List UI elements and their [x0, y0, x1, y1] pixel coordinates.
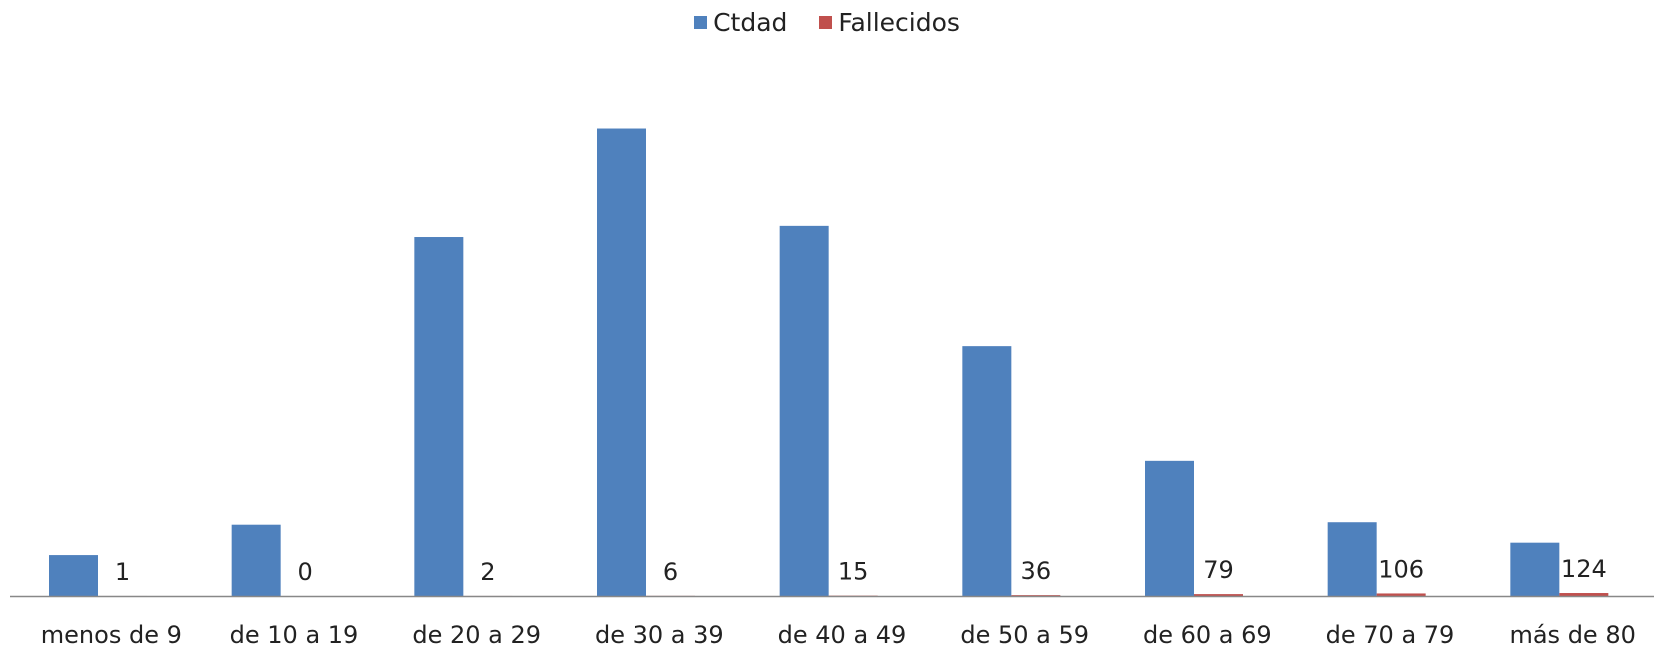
bar-ctdad	[779, 225, 829, 597]
bar-fallecidos	[1376, 593, 1426, 596]
bar-fallecidos	[1194, 594, 1243, 596]
x-tick-label: más de 80	[1509, 621, 1635, 649]
legend-swatch-ctdad	[694, 16, 708, 29]
x-tick-label: de 20 a 29	[412, 621, 541, 649]
data-label-fallecidos: 79	[1203, 556, 1234, 584]
data-label-fallecidos: 106	[1378, 555, 1424, 583]
legend-label-ctdad: Ctdad	[713, 8, 788, 37]
data-label-fallecidos: 36	[1021, 557, 1052, 585]
bar-ctdad	[1145, 460, 1194, 596]
bar-ctdad	[231, 524, 281, 596]
data-label-fallecidos: 1	[115, 558, 130, 586]
x-tick-label: de 10 a 19	[230, 621, 359, 649]
bar-ctdad	[597, 128, 646, 596]
bar-ctdad	[414, 237, 464, 596]
legend: Ctdad Fallecidos	[0, 6, 1654, 37]
data-label-fallecidos: 0	[298, 558, 313, 586]
bar-ctdad	[49, 555, 98, 596]
bar-ctdad	[1510, 542, 1560, 596]
data-label-fallecidos: 124	[1561, 555, 1607, 583]
x-tick-label: de 30 a 39	[595, 621, 724, 649]
data-label-fallecidos: 2	[480, 558, 495, 586]
data-label-fallecidos: 15	[838, 558, 869, 586]
x-tick-label: de 70 a 79	[1326, 621, 1455, 649]
x-tick-label: de 50 a 59	[960, 621, 1089, 649]
bar-fallecidos	[1559, 593, 1609, 596]
x-tick-label: de 60 a 69	[1143, 621, 1272, 649]
bar-fallecidos	[1011, 595, 1061, 596]
legend-swatch-fallecidos	[819, 16, 833, 29]
legend-item-fallecidos: Fallecidos	[819, 8, 960, 37]
legend-label-fallecidos: Fallecidos	[838, 8, 960, 37]
bar-ctdad	[962, 346, 1012, 596]
bar-ctdad	[1327, 522, 1377, 596]
x-tick-label: de 40 a 49	[778, 621, 907, 649]
legend-item-ctdad: Ctdad	[694, 8, 787, 37]
x-tick-label: menos de 9	[41, 621, 182, 649]
data-label-fallecidos: 6	[663, 558, 678, 586]
